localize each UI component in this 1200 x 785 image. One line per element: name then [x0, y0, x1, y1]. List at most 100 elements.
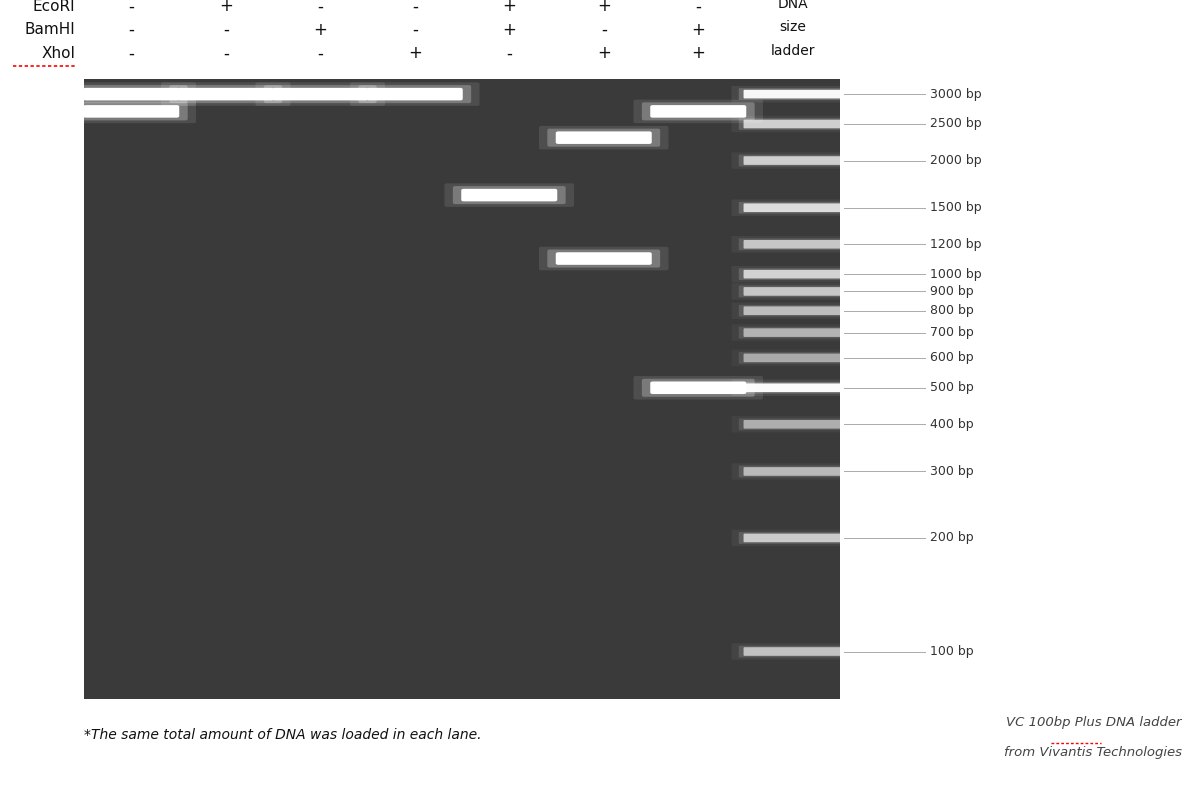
Text: 700 bp: 700 bp — [930, 326, 973, 339]
FancyBboxPatch shape — [547, 250, 660, 268]
Text: 500 bp: 500 bp — [930, 382, 973, 394]
Text: 300 bp: 300 bp — [930, 465, 973, 478]
FancyBboxPatch shape — [744, 287, 842, 296]
FancyBboxPatch shape — [272, 88, 368, 100]
FancyBboxPatch shape — [744, 119, 842, 128]
Text: -: - — [506, 45, 512, 62]
Text: BamHI: BamHI — [25, 22, 76, 38]
Text: +: + — [503, 0, 516, 15]
FancyBboxPatch shape — [732, 379, 854, 396]
FancyBboxPatch shape — [732, 199, 854, 216]
Text: +: + — [503, 21, 516, 38]
Text: -: - — [128, 21, 134, 38]
Text: 1500 bp: 1500 bp — [930, 201, 982, 214]
FancyBboxPatch shape — [739, 418, 847, 430]
FancyBboxPatch shape — [739, 645, 847, 657]
Text: +: + — [313, 21, 328, 38]
Text: size: size — [779, 20, 806, 35]
FancyBboxPatch shape — [634, 100, 763, 123]
FancyBboxPatch shape — [650, 105, 746, 118]
FancyBboxPatch shape — [744, 240, 842, 249]
FancyBboxPatch shape — [732, 266, 854, 283]
FancyBboxPatch shape — [732, 236, 854, 253]
FancyBboxPatch shape — [634, 376, 763, 400]
FancyBboxPatch shape — [744, 270, 842, 279]
Text: +: + — [691, 45, 706, 62]
FancyBboxPatch shape — [359, 85, 472, 103]
FancyBboxPatch shape — [732, 115, 854, 132]
FancyBboxPatch shape — [74, 85, 187, 103]
Text: -: - — [317, 0, 323, 15]
FancyBboxPatch shape — [739, 155, 847, 166]
FancyBboxPatch shape — [739, 88, 847, 100]
FancyBboxPatch shape — [444, 184, 574, 207]
Bar — [84, 78, 840, 699]
Text: 900 bp: 900 bp — [930, 285, 973, 298]
Text: 1200 bp: 1200 bp — [930, 238, 982, 250]
Text: +: + — [218, 0, 233, 15]
FancyBboxPatch shape — [83, 105, 179, 118]
Text: 2000 bp: 2000 bp — [930, 154, 982, 167]
Text: -: - — [223, 45, 229, 62]
FancyBboxPatch shape — [350, 82, 480, 106]
FancyBboxPatch shape — [744, 306, 842, 315]
Text: 100 bp: 100 bp — [930, 645, 973, 658]
FancyBboxPatch shape — [556, 252, 652, 265]
FancyBboxPatch shape — [739, 118, 847, 130]
Text: -: - — [601, 21, 607, 38]
FancyBboxPatch shape — [744, 89, 842, 98]
FancyBboxPatch shape — [744, 383, 842, 392]
FancyBboxPatch shape — [547, 129, 660, 147]
FancyBboxPatch shape — [732, 86, 854, 102]
Text: -: - — [128, 45, 134, 62]
FancyBboxPatch shape — [556, 131, 652, 144]
Text: from Vivantis Technologies: from Vivantis Technologies — [1004, 746, 1182, 759]
Text: *The same total amount of DNA was loaded in each lane.: *The same total amount of DNA was loaded… — [84, 728, 481, 743]
Text: -: - — [317, 45, 323, 62]
FancyBboxPatch shape — [732, 283, 854, 300]
Text: VC 100bp Plus DNA ladder: VC 100bp Plus DNA ladder — [1007, 716, 1182, 729]
FancyBboxPatch shape — [169, 85, 282, 103]
Text: 600 bp: 600 bp — [930, 352, 973, 364]
FancyBboxPatch shape — [461, 189, 557, 202]
Text: +: + — [596, 0, 611, 15]
FancyBboxPatch shape — [256, 82, 385, 106]
FancyBboxPatch shape — [650, 382, 746, 394]
FancyBboxPatch shape — [739, 239, 847, 250]
FancyBboxPatch shape — [739, 202, 847, 214]
Text: -: - — [412, 21, 418, 38]
Text: XhoI: XhoI — [42, 46, 76, 61]
Text: -: - — [695, 0, 701, 15]
Text: ladder: ladder — [770, 44, 815, 58]
FancyBboxPatch shape — [642, 378, 755, 396]
Text: 2500 bp: 2500 bp — [930, 118, 982, 130]
FancyBboxPatch shape — [739, 327, 847, 338]
FancyBboxPatch shape — [178, 88, 274, 100]
Text: +: + — [691, 21, 706, 38]
FancyBboxPatch shape — [744, 203, 842, 212]
FancyBboxPatch shape — [744, 353, 842, 362]
FancyBboxPatch shape — [739, 382, 847, 393]
Text: +: + — [408, 45, 421, 62]
Text: 1000 bp: 1000 bp — [930, 268, 982, 281]
FancyBboxPatch shape — [744, 156, 842, 165]
FancyBboxPatch shape — [264, 85, 377, 103]
FancyBboxPatch shape — [744, 534, 842, 542]
FancyBboxPatch shape — [739, 352, 847, 363]
FancyBboxPatch shape — [74, 102, 187, 120]
FancyBboxPatch shape — [744, 467, 842, 476]
FancyBboxPatch shape — [539, 126, 668, 149]
FancyBboxPatch shape — [744, 328, 842, 337]
FancyBboxPatch shape — [732, 530, 854, 546]
FancyBboxPatch shape — [739, 466, 847, 477]
FancyBboxPatch shape — [161, 82, 290, 106]
FancyBboxPatch shape — [739, 305, 847, 316]
FancyBboxPatch shape — [744, 420, 842, 429]
FancyBboxPatch shape — [66, 82, 196, 106]
Text: 3000 bp: 3000 bp — [930, 88, 982, 100]
Text: -: - — [128, 0, 134, 15]
FancyBboxPatch shape — [83, 88, 179, 100]
Text: DNA: DNA — [778, 0, 808, 11]
Text: 400 bp: 400 bp — [930, 418, 973, 431]
FancyBboxPatch shape — [539, 246, 668, 270]
